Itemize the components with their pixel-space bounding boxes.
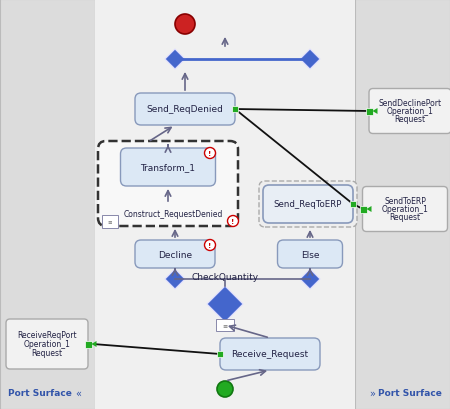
Text: SendToERP: SendToERP: [384, 197, 426, 206]
Circle shape: [228, 216, 238, 227]
FancyBboxPatch shape: [121, 148, 216, 187]
Bar: [365, 108, 373, 115]
Text: Operation_1: Operation_1: [387, 107, 433, 116]
Text: !: !: [208, 243, 212, 248]
Text: Port Surface: Port Surface: [378, 389, 442, 398]
Polygon shape: [91, 341, 96, 347]
Circle shape: [217, 381, 233, 397]
Text: »: »: [369, 388, 375, 398]
FancyBboxPatch shape: [363, 187, 447, 232]
Bar: [360, 206, 366, 213]
Bar: [350, 202, 356, 207]
Polygon shape: [165, 50, 185, 70]
Text: Request: Request: [32, 348, 63, 357]
Text: ≡: ≡: [108, 219, 112, 224]
FancyBboxPatch shape: [6, 319, 88, 369]
Bar: [85, 341, 91, 348]
Text: Send_ReqDenied: Send_ReqDenied: [147, 105, 224, 114]
Circle shape: [204, 148, 216, 159]
Circle shape: [175, 15, 195, 35]
Text: Transform_1: Transform_1: [140, 163, 195, 172]
FancyBboxPatch shape: [278, 240, 342, 268]
FancyBboxPatch shape: [135, 240, 215, 268]
Polygon shape: [300, 50, 320, 70]
Text: !: !: [208, 151, 212, 157]
Text: Construct_RequestDenied: Construct_RequestDenied: [123, 210, 223, 219]
Text: SendDeclinePort: SendDeclinePort: [378, 99, 441, 108]
Polygon shape: [165, 270, 185, 289]
Bar: [102, 216, 118, 229]
Circle shape: [204, 240, 216, 251]
Polygon shape: [366, 207, 372, 213]
FancyBboxPatch shape: [369, 89, 450, 134]
Text: !: !: [231, 218, 234, 225]
Text: Port Surface: Port Surface: [8, 389, 72, 398]
Text: Operation_1: Operation_1: [23, 339, 71, 348]
Polygon shape: [300, 270, 320, 289]
FancyBboxPatch shape: [220, 338, 320, 370]
Text: ReceiveReqPort: ReceiveReqPort: [17, 331, 77, 339]
Polygon shape: [207, 286, 243, 322]
Bar: [217, 351, 223, 357]
FancyBboxPatch shape: [263, 186, 353, 223]
Text: Request: Request: [395, 115, 426, 124]
Bar: [216, 319, 234, 331]
Bar: [355, 0, 450, 409]
Text: CheckQuantity: CheckQuantity: [191, 272, 259, 281]
FancyBboxPatch shape: [259, 182, 357, 227]
Bar: [0, 0, 95, 409]
Text: Receive_Request: Receive_Request: [231, 350, 309, 359]
Text: Decline: Decline: [158, 250, 192, 259]
Text: Else: Else: [301, 250, 319, 259]
Text: Operation_1: Operation_1: [382, 205, 428, 214]
FancyBboxPatch shape: [135, 94, 235, 126]
Text: Request: Request: [389, 213, 421, 222]
Text: Send_ReqToERP: Send_ReqToERP: [274, 200, 342, 209]
Text: ≡: ≡: [222, 323, 228, 328]
Text: «: «: [75, 388, 81, 398]
Bar: [232, 107, 238, 113]
Polygon shape: [373, 109, 378, 115]
Bar: [95, 0, 355, 409]
FancyBboxPatch shape: [98, 142, 238, 227]
